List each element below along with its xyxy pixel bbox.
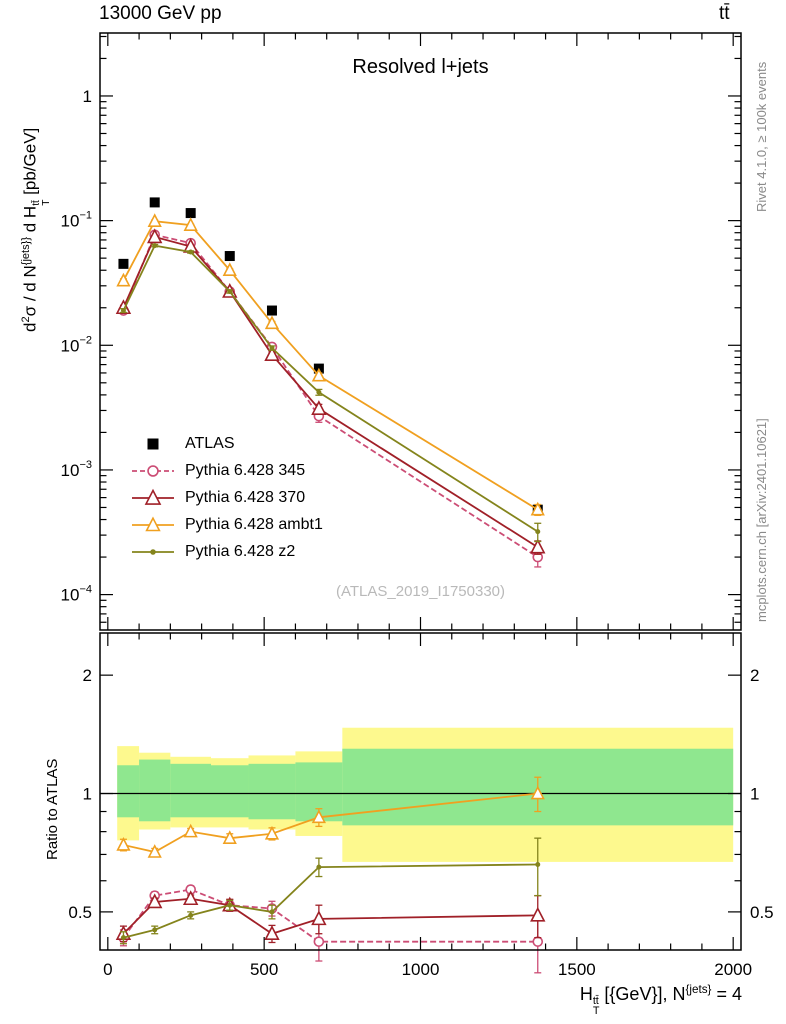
legend-item-pythia-6-428-ambt1: Pythia 6.428 ambt1	[130, 511, 323, 538]
legend: ATLAS Pythia 6.428 345 Pythia 6.428 370 Pyt…	[130, 430, 323, 565]
svg-text:1: 1	[750, 785, 759, 804]
svg-text:10−3: 10−3	[61, 459, 92, 480]
legend-marker-icon	[132, 464, 174, 477]
mcplots-arxiv-note: mcplots.cern.ch [arXiv:2401.10621]	[754, 418, 769, 622]
svg-text:10−1: 10−1	[61, 210, 92, 231]
svg-text:500: 500	[250, 960, 278, 979]
legend-item-pythia-6-428-370: Pythia 6.428 370	[130, 484, 323, 511]
legend-item-pythia-6-428-345: Pythia 6.428 345	[130, 457, 323, 484]
svg-text:10−2: 10−2	[61, 334, 92, 355]
ratio-y-axis-label: Ratio to ATLAS	[44, 758, 61, 860]
svg-text:0: 0	[103, 960, 112, 979]
svg-text:1: 1	[83, 87, 92, 106]
svg-text:2: 2	[750, 666, 759, 685]
legend-item-pythia-6-428-z2: Pythia 6.428 z2	[130, 538, 323, 565]
legend-marker-icon	[132, 488, 174, 505]
svg-text:1500: 1500	[558, 960, 596, 979]
legend-label: ATLAS	[185, 434, 235, 452]
rivet-version-note: Rivet 4.1.0, ≥ 100k events	[754, 61, 769, 212]
plot-title: Resolved l+jets	[352, 56, 489, 78]
legend-label: Pythia 6.428 z2	[185, 542, 296, 560]
svg-text:10−4: 10−4	[61, 584, 92, 605]
watermark: (ATLAS_2019_I1750330)	[335, 583, 505, 600]
svg-text:1: 1	[83, 785, 92, 804]
process-label: tt̄	[719, 3, 730, 24]
legend-marker-icon	[132, 548, 174, 555]
svg-text:0.5: 0.5	[750, 903, 774, 922]
svg-text:2: 2	[83, 666, 92, 685]
beam-energy-label: 13000 GeV pp	[99, 3, 222, 24]
legend-label: Pythia 6.428 345	[185, 461, 306, 479]
svg-text:1000: 1000	[402, 960, 440, 979]
legend-item-atlas: ATLAS	[130, 430, 323, 457]
legend-marker-icon	[147, 438, 159, 449]
legend-label: Pythia 6.428 ambt1	[185, 515, 323, 533]
legend-marker-icon	[132, 515, 174, 531]
svg-text:0.5: 0.5	[68, 903, 92, 922]
legend-label: Pythia 6.428 370	[185, 488, 306, 506]
svg-text:2000: 2000	[714, 960, 752, 979]
